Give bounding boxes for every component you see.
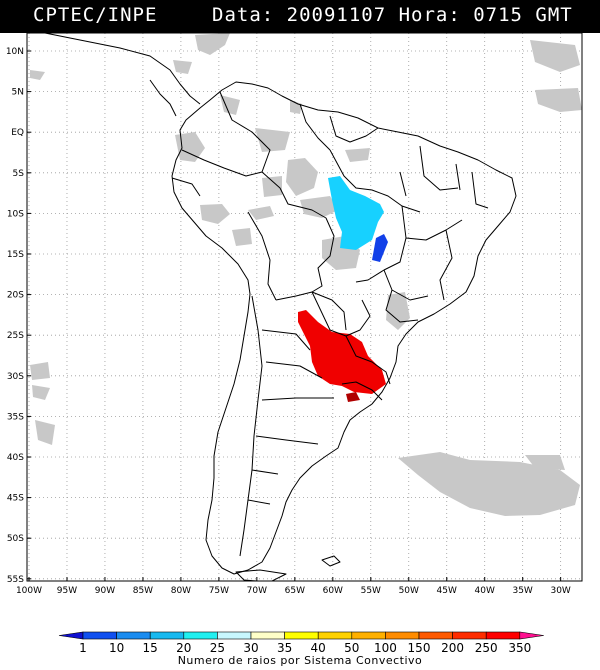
color-scale-box [217,631,252,640]
lat-label: 15S [7,250,24,260]
color-scale-level: 1 [79,641,87,655]
lat-label: 20S [7,291,24,301]
latitude-labels: 10N 5N EQ 5S 10S 15S 20S 25S 30S 35S 40S 45S 50S 55S [6,47,31,585]
border-ecuador-peru [171,177,201,197]
lat-label: 5S [13,169,25,179]
lat-label: 55S [7,575,24,585]
lightning-area-dark-red [346,392,360,402]
central-america-coast [42,33,201,105]
border-bolivia-south [275,291,347,331]
lon-label: 95W [57,586,77,596]
border-paraguay [311,291,371,337]
color-scale-box [116,631,151,640]
lat-label: 10N [6,47,24,57]
lon-label: 45W [437,586,457,596]
lat-label: 35S [7,412,24,422]
color-scale-level: 350 [508,641,531,655]
border-colombia-venezuela [219,91,271,173]
cloud-cover [30,33,582,516]
longitude-labels: 100W 95W 90W 85W 80W 75W 70W 65W 60W 55W 50W 45W 40W… [16,577,571,596]
color-scale-box [82,631,117,640]
color-scale-box [452,631,487,640]
south-america-coastline [171,81,517,575]
border-peru-bolivia [247,211,277,301]
color-scale-level: 150 [408,641,431,655]
color-scale-level: 30 [243,641,258,655]
central-america-south [149,79,177,117]
lightning-areas [298,176,388,402]
color-scale-box [385,631,420,640]
lon-label: 90W [95,586,115,596]
color-scale-labels: 1 10 15 20 25 30 35 40 50 100 150 200 250 350 [79,641,531,655]
lon-label: 85W [133,586,153,596]
brazil-state-lines [329,145,489,323]
argentina-province-lines [247,329,334,505]
lightning-area-cyan [328,176,384,250]
color-scale-level: 10 [109,641,124,655]
lightning-area-red [298,310,386,394]
border-argentina-brazil [345,335,391,385]
lon-label: 65W [285,586,305,596]
lat-label: 5N [12,88,24,98]
tierra-del-fuego [235,569,287,581]
falklands [321,555,341,567]
lightning-area-blue [372,234,388,262]
border-colombia-peru [181,149,263,177]
color-scale-level: 40 [311,641,326,655]
lat-label: 10S [7,209,24,219]
color-scale-level: 100 [374,641,397,655]
color-scale-box [250,631,285,640]
color-scale-high-arrow [519,631,544,640]
color-scale-box [183,631,218,640]
border-venezuela-guyana [299,103,331,151]
color-scale-level: 200 [441,641,464,655]
color-scale-level: 50 [344,641,359,655]
lat-label: 30S [7,372,24,382]
title-bar: CPTEC/INPE Data: 20091107 Hora: 0715 GMT [0,0,600,33]
lat-label: 25S [7,331,24,341]
datetime-label: Data: 20091107 Hora: 0715 GMT [212,4,573,26]
lon-label: 50W [399,586,419,596]
plot-frame [26,32,583,582]
lat-label: 50S [7,534,24,544]
lat-label: EQ [11,128,24,138]
color-scale-level: 20 [176,641,191,655]
lat-label: 40S [7,453,24,463]
color-scale-low-arrow [58,631,84,640]
border-brazil-west [261,171,335,293]
lat-label: 45S [7,494,24,504]
border-guianas [329,115,379,143]
border-uruguay [341,381,383,401]
lon-label: 70W [247,586,267,596]
color-scale-box [149,631,185,640]
color-scale-box [485,631,521,640]
color-scale-box [418,631,453,640]
color-scale-box [351,631,386,640]
lon-label: 75W [209,586,229,596]
color-scale-level: 35 [277,641,292,655]
lon-label: 80W [171,586,191,596]
lon-label: 40W [475,586,495,596]
border-chile-argentina [239,295,263,557]
lon-label: 100W [16,586,42,596]
lon-label: 60W [323,586,343,596]
color-scale-box [317,631,353,640]
source-label: CPTEC/INPE [33,4,158,26]
color-scale-box [284,631,319,640]
coastline-and-borders [42,33,517,581]
lon-label: 55W [361,586,381,596]
color-scale-level: 15 [143,641,158,655]
color-scale [58,631,544,640]
color-scale-level: 25 [210,641,225,655]
lon-label: 35W [512,586,532,596]
color-scale-level: 250 [475,641,498,655]
color-scale-caption: Numero de raios por Sistema Convectivo [177,654,423,667]
lon-label: 30W [550,586,570,596]
